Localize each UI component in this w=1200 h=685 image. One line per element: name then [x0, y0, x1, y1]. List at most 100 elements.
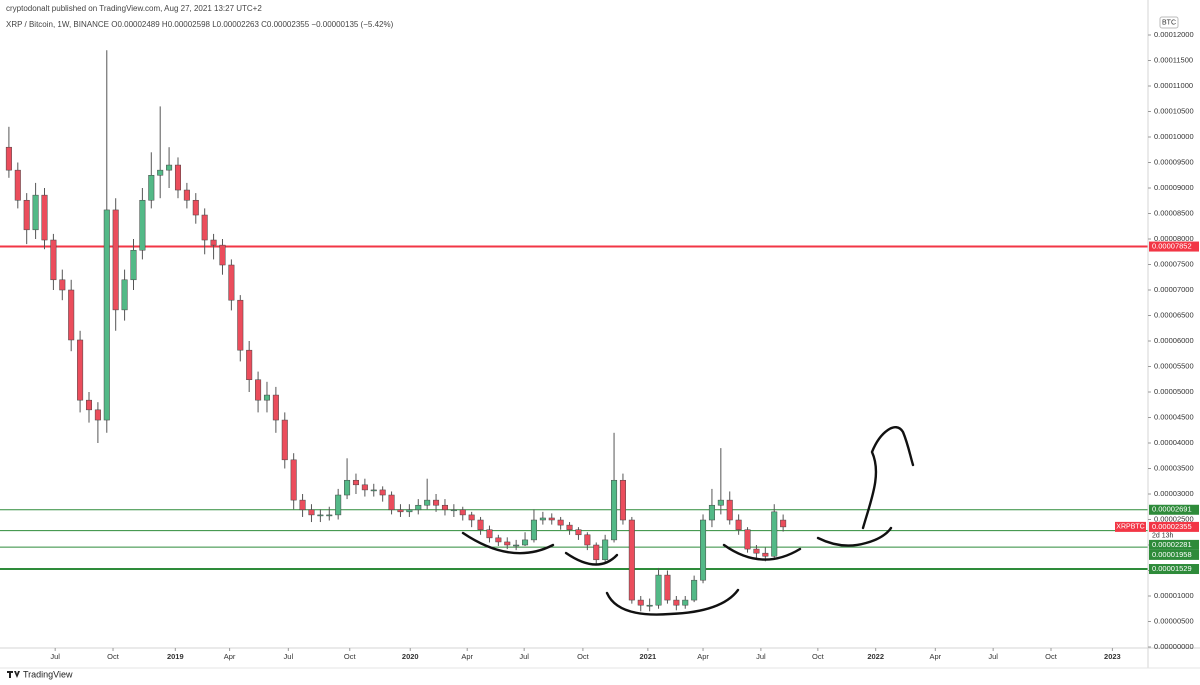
axes: 0.000000000.000005000.000010000.00001500…: [50, 30, 1199, 661]
hand-arrow: [861, 426, 915, 530]
candle-body: [611, 479, 618, 541]
currency: BTC: [1162, 19, 1176, 26]
x-tick-label: Jul: [756, 652, 766, 661]
candle-body: [174, 164, 181, 191]
candle-body: [557, 519, 564, 526]
candle-body: [744, 529, 751, 550]
candle-body: [201, 214, 208, 241]
hand-curve: [605, 588, 740, 616]
y-tick-label: 0.00007000: [1154, 285, 1194, 294]
candle-body: [246, 349, 253, 381]
x-tick-label: Oct: [107, 652, 120, 661]
candle-body: [619, 479, 626, 521]
candle-body: [299, 499, 306, 511]
candle-body: [513, 544, 520, 547]
x-tick-label: Jul: [50, 652, 60, 661]
candle-body: [335, 494, 342, 516]
candle-body: [530, 519, 537, 541]
y-tick-label: 0.00009000: [1154, 183, 1194, 192]
candle-body: [263, 394, 270, 401]
candle-body: [219, 244, 226, 266]
candle-body: [255, 379, 262, 401]
candle-body: [584, 534, 591, 546]
candle-body: [50, 239, 57, 281]
annotations: [461, 426, 915, 616]
candle-body: [5, 146, 12, 171]
x-tick-label: Apr: [697, 652, 709, 661]
candle-body: [753, 548, 760, 554]
x-tick-label: Oct: [812, 652, 825, 661]
x-tick-label: Apr: [929, 652, 941, 661]
currency-box: [1159, 16, 1179, 29]
publisher: cryptodonalt published on TradingView.co…: [6, 4, 262, 13]
candle-body: [433, 499, 440, 506]
candle-body: [628, 519, 635, 601]
candle-body: [495, 537, 502, 543]
candle-body: [655, 574, 662, 606]
x-tick-label: 2021: [640, 652, 657, 661]
level-label-box: [1149, 539, 1199, 550]
hand-curve: [816, 526, 893, 547]
symbol-box: [1115, 521, 1146, 532]
y-tick-label: 0.00006500: [1154, 310, 1194, 319]
candle-body: [352, 479, 359, 486]
y-tick-label: 0.00009500: [1154, 157, 1194, 166]
candle-body: [130, 249, 137, 281]
candle-body: [23, 199, 30, 231]
candle-body: [14, 169, 21, 201]
y-tick-label: 0.00001000: [1154, 591, 1194, 600]
level-label-box: [1149, 564, 1199, 575]
candle-body: [121, 279, 128, 311]
y-tick-label: 0.00005500: [1154, 361, 1194, 370]
candle-body: [406, 509, 413, 513]
candle-body: [424, 499, 431, 506]
candle-body: [762, 552, 769, 557]
candle-body: [486, 529, 493, 539]
candle-body: [379, 489, 386, 496]
y-tick-label: 0.00011500: [1154, 55, 1193, 64]
symbol-info: XRP / Bitcoin, 1W, BINANCE O0.00002489 H…: [6, 20, 394, 29]
candle-body: [771, 511, 778, 557]
candle-body: [85, 399, 93, 411]
y-tick-label: 0.00004000: [1154, 438, 1194, 447]
candle-body: [566, 524, 573, 530]
y-tick-label: 0.00004500: [1154, 412, 1194, 421]
candle-body: [210, 239, 217, 246]
y-tick-label: 0.00000500: [1154, 616, 1194, 625]
candle-body: [691, 579, 698, 601]
candle-body: [593, 544, 600, 561]
candle-body: [673, 599, 680, 606]
x-tick-label: Oct: [1045, 652, 1058, 661]
candle-body: [361, 484, 368, 491]
candle-body: [726, 499, 733, 521]
candle-body: [166, 164, 173, 171]
candle-body: [290, 459, 297, 501]
level-label: 0.00001529: [1152, 564, 1192, 573]
x-tick-label: Oct: [577, 652, 590, 661]
candle-body: [326, 514, 333, 517]
candle-body: [41, 194, 48, 241]
candle-body: [664, 574, 671, 601]
hand-curve: [564, 551, 619, 566]
x-tick-label: Jul: [988, 652, 998, 661]
candle-body: [477, 519, 484, 530]
y-tick-label: 0.00000000: [1154, 642, 1194, 651]
level-label: 0.00002355: [1152, 522, 1192, 531]
candle-body: [77, 339, 84, 401]
x-tick-label: Jul: [519, 652, 529, 661]
logo-mark: [7, 671, 20, 678]
candle-body: [780, 519, 787, 528]
candle-body: [735, 519, 742, 530]
plot-area: [0, 50, 1148, 612]
footer-logo: TradingView: [7, 669, 73, 679]
countdown-label: 2d 13h: [1152, 533, 1174, 540]
candle-body: [468, 514, 475, 521]
candle-body: [68, 289, 75, 341]
x-tick-label: Apr: [224, 652, 236, 661]
y-tick-label: 0.00008500: [1154, 208, 1194, 217]
candle-body: [228, 264, 235, 301]
candle-body: [637, 599, 644, 606]
